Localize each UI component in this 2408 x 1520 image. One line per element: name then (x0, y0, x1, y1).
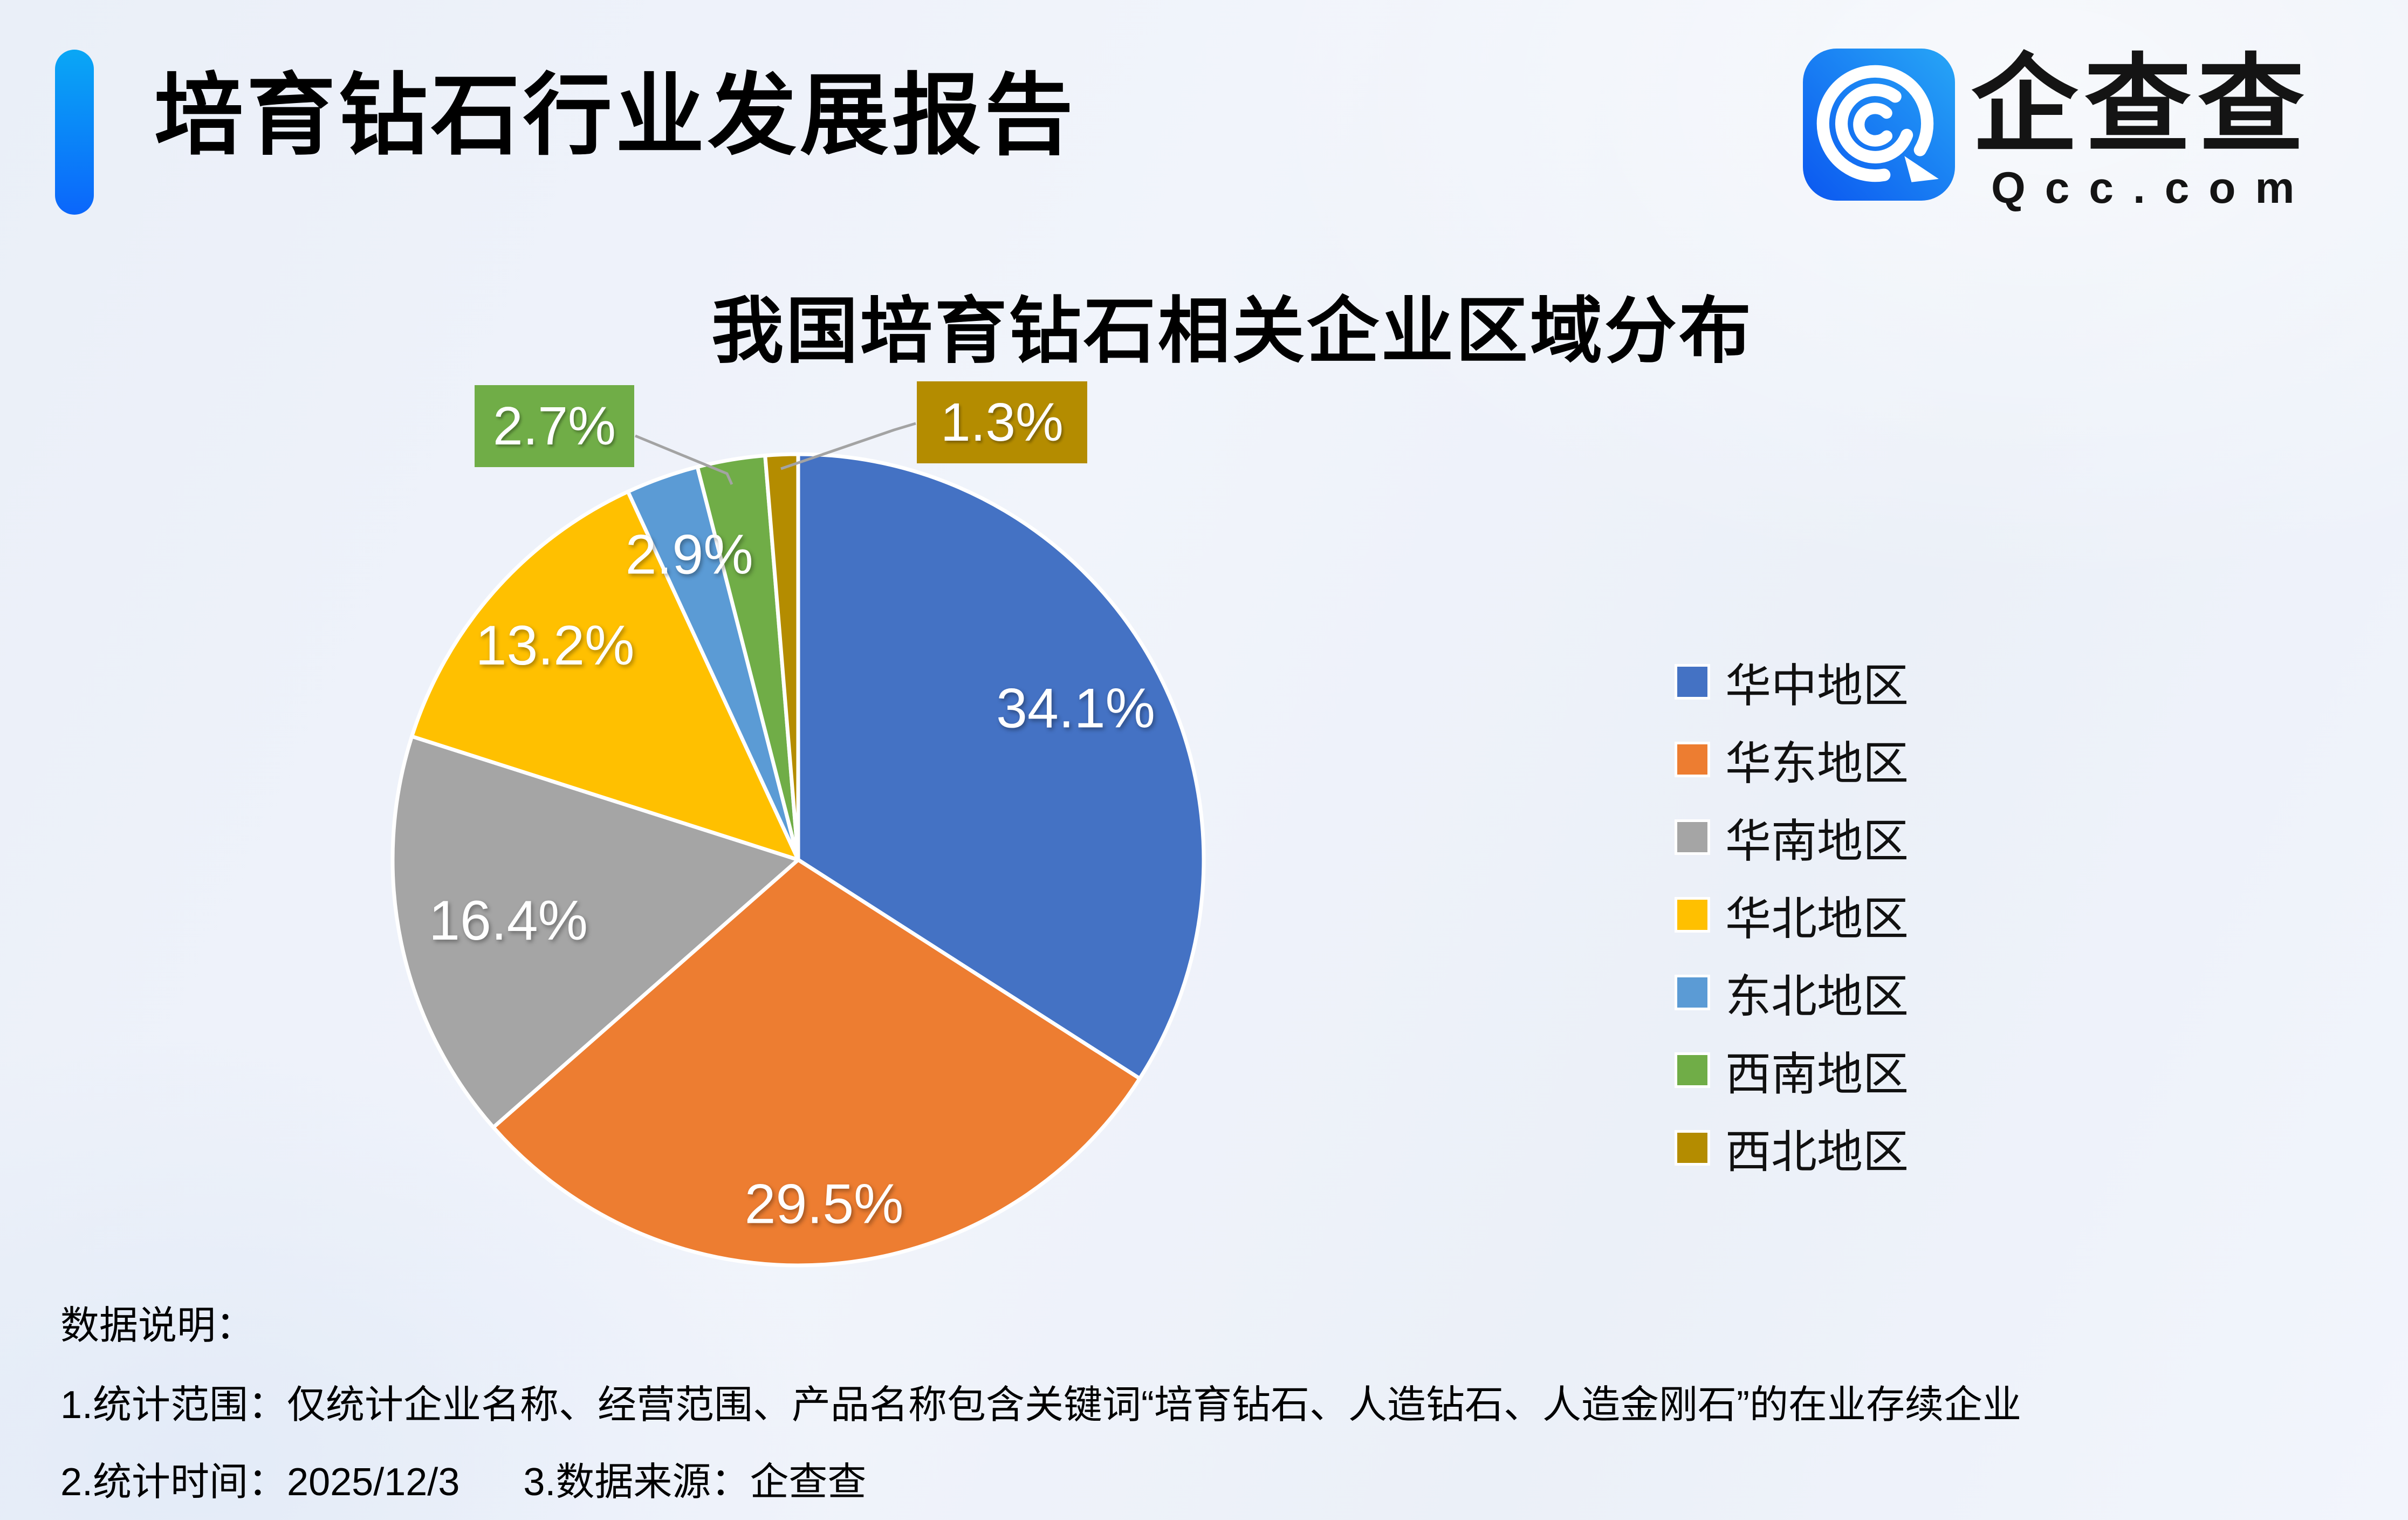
callout-label-西南地区: 2.7% (475, 385, 634, 467)
pie-data-label: 13.2% (476, 614, 635, 677)
legend-item: 西北地区 (1675, 1109, 1909, 1187)
legend-item-label: 华南地区 (1725, 816, 1909, 867)
footer-note-source: 3.数据来源：企查查 (523, 1461, 867, 1504)
pie-data-label: 2.9% (626, 523, 753, 586)
legend-item: 东北地区 (1675, 954, 1909, 1031)
pie-slice-3 (390, 734, 800, 1129)
footer-note-scope: 1.统计范围：仅统计企业名称、经营范围、产品名称包含关键词“培育钻石、人造钻石、… (60, 1384, 2022, 1427)
footer-heading: 数据说明： (60, 1304, 255, 1347)
pie-data-label: 29.5% (745, 1173, 904, 1235)
legend-item: 华北地区 (1675, 876, 1909, 954)
legend-item-label: 西南地区 (1725, 1049, 1909, 1100)
qcc-logo-icon (1803, 49, 1955, 201)
pie-slice-7 (763, 452, 800, 862)
legend-item: 华东地区 (1675, 721, 1909, 798)
footer-note-time: 2.统计时间：2025/12/3 (60, 1461, 460, 1504)
pie-slice-1 (796, 452, 1206, 1081)
legend-swatch (1675, 1052, 1710, 1088)
chart-legend: 华中地区华东地区华南地区华北地区东北地区西南地区西北地区 (1675, 643, 1909, 1187)
title-accent-bar (55, 50, 94, 215)
qcc-logo-domain: Qcc.com (1991, 163, 2314, 213)
legend-swatch (1675, 975, 1710, 1010)
legend-swatch (1675, 897, 1710, 933)
pie-chart: 34.1% 29.5% 16.4% 13.2% 2.9% (390, 422, 1206, 1268)
footer-note-meta: 2.统计时间：2025/12/3 3.数据来源：企查查 (60, 1450, 866, 1507)
legend-item-label: 华中地区 (1725, 660, 1909, 712)
pie-data-label: 34.1% (996, 677, 1155, 740)
pie-slice-4 (410, 489, 800, 862)
legend-item: 西南地区 (1675, 1031, 1909, 1109)
legend-swatch (1675, 1130, 1710, 1166)
legend-item-label: 西北地区 (1725, 1126, 1909, 1178)
qcc-logo-text: 企查查 (1971, 45, 2311, 165)
legend-item-label: 华北地区 (1725, 893, 1909, 945)
legend-item-label: 华东地区 (1725, 738, 1909, 790)
pie-data-label: 16.4% (429, 889, 588, 952)
pie-slice-2 (491, 858, 1142, 1268)
callout-label-西北地区: 1.3% (917, 381, 1087, 463)
legend-swatch (1675, 664, 1710, 700)
legend-swatch (1675, 819, 1710, 855)
legend-swatch (1675, 742, 1710, 777)
legend-item: 华南地区 (1675, 798, 1909, 876)
legend-item-label: 东北地区 (1725, 971, 1909, 1023)
report-title: 培育钻石行业发展报告 (154, 66, 1076, 165)
legend-item: 华中地区 (1675, 643, 1909, 721)
chart-title: 我国培育钻石相关企业区域分布 (711, 291, 1753, 372)
callout-leader-line (780, 422, 916, 470)
callout-leader-line (635, 434, 733, 485)
